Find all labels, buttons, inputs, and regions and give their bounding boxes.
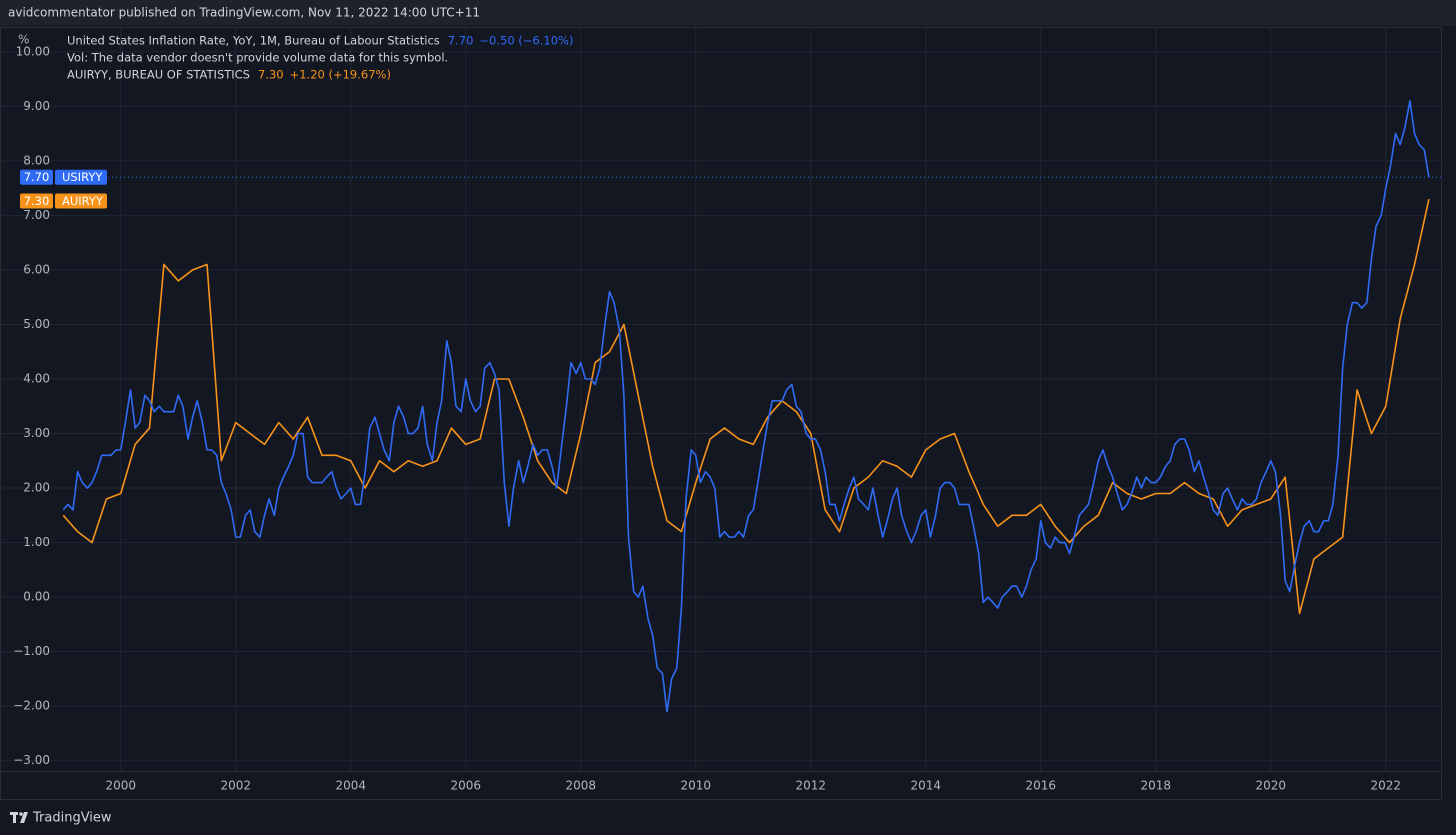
x-tick-label: 2014 — [911, 779, 942, 793]
y-tick-label: 4.00 — [23, 371, 50, 385]
y-tick-label: 9.00 — [23, 99, 50, 113]
legend-value: 7.30 — [258, 68, 284, 82]
y-tick-label: 10.00 — [16, 44, 50, 58]
price-tags: 7.70 USIRYY 7.30 AUIRYY — [20, 169, 107, 209]
legend-note: Vol: The data vendor doesn't provide vol… — [67, 51, 448, 65]
y-tick-label: −1.00 — [13, 644, 50, 658]
y-tick-label: 3.00 — [23, 426, 50, 440]
x-tick-label: 2004 — [335, 779, 366, 793]
plot-frame — [0, 27, 1442, 800]
series-line — [62, 198, 1430, 615]
series-line — [62, 100, 1430, 713]
y-tick-label: 5.00 — [23, 317, 50, 331]
x-tick-label: 2010 — [681, 779, 712, 793]
price-tag-value: 7.30 — [24, 194, 50, 208]
x-tick-label: 2016 — [1026, 779, 1057, 793]
legend: United States Inflation Rate, YoY, 1M, B… — [67, 34, 573, 82]
y-tick-label: 6.00 — [23, 262, 50, 276]
y-tick-label: 1.00 — [23, 535, 50, 549]
symbol-tag — [55, 169, 107, 185]
x-tick-label: 2020 — [1256, 779, 1287, 793]
x-tick-label: 2002 — [220, 779, 251, 793]
legend-value: 7.70 — [448, 34, 474, 48]
x-tick-label: 2022 — [1371, 779, 1402, 793]
series-lines — [62, 100, 1441, 713]
price-tag — [20, 169, 53, 185]
y-unit: % — [18, 33, 29, 47]
logo-part — [20, 812, 28, 823]
price-tag — [20, 193, 53, 209]
x-tick-label: 2008 — [565, 779, 596, 793]
symbol-tag-label: USIRYY — [62, 170, 103, 184]
y-tick-label: 8.00 — [23, 153, 50, 167]
y-tick-label: 0.00 — [23, 590, 50, 604]
legend-change: −0.50 (−6.10%) — [479, 34, 573, 48]
footer-brand: TradingView — [32, 811, 112, 826]
x-tick-label: 2006 — [450, 779, 481, 793]
footer-logo — [10, 812, 28, 823]
header-bar — [0, 0, 1456, 26]
x-tick-label: 2000 — [105, 779, 136, 793]
axis-labels: −3.00 −2.00 −1.00 0.00 1.00 2.00 3.00 4.00 5.00 6… — [13, 44, 1401, 792]
publisher-line: avidcommentator published on TradingView… — [8, 6, 480, 20]
logo-part — [19, 812, 23, 816]
y-tick-label: −2.00 — [13, 699, 50, 713]
y-tick-label: 2.00 — [23, 481, 50, 495]
y-tick-label: −3.00 — [13, 753, 50, 767]
legend-name: AUIRYY, BUREAU OF STATISTICS — [67, 68, 250, 82]
price-tag-value: 7.70 — [24, 170, 50, 184]
y-tick-label: 7.00 — [23, 208, 50, 222]
x-tick-label: 2012 — [796, 779, 827, 793]
symbol-tag-label: AUIRYY — [62, 194, 104, 208]
logo-part — [13, 812, 16, 823]
symbol-tag — [55, 193, 107, 209]
legend-name: United States Inflation Rate, YoY, 1M, B… — [67, 34, 440, 48]
x-tick-label: 2018 — [1141, 779, 1172, 793]
legend-change: +1.20 (+19.67%) — [290, 68, 391, 82]
grid — [0, 28, 1441, 772]
